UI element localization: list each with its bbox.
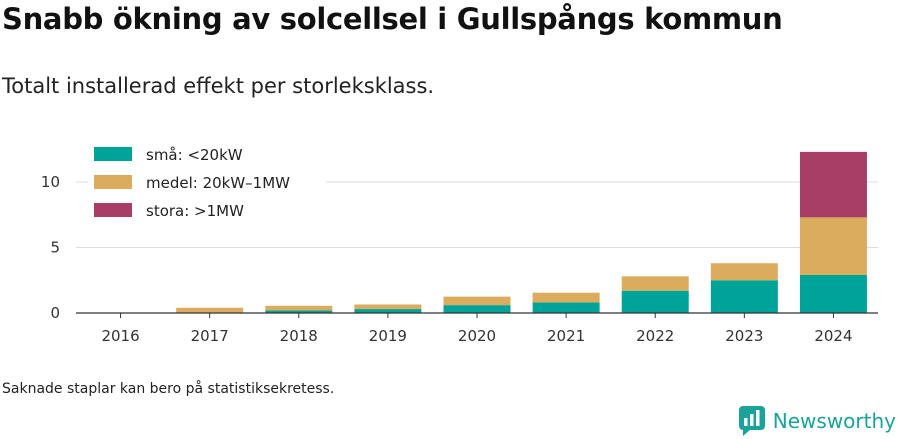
bar-segment <box>532 302 600 313</box>
legend-swatch <box>94 203 132 217</box>
x-tick-label: 2022 <box>636 327 674 345</box>
y-tick-label: 0 <box>50 304 60 322</box>
legend: små: <20kW medel: 20kW–1MW stora: >1MW <box>88 141 326 227</box>
x-tick-label: 2020 <box>458 327 496 345</box>
x-tick-label: 2023 <box>725 327 763 345</box>
chart-title: Snabb ökning av solcellsel i Gullspångs … <box>2 2 783 36</box>
legend-label: små: <20kW <box>146 146 243 164</box>
bar-segment <box>354 309 422 313</box>
bar-segment <box>799 151 867 218</box>
stacked-bar-chart: 0 5 10 2016 2017 2018 2019 2020 2021 2022 2023 2024… <box>40 141 878 345</box>
bar-segment <box>265 310 333 313</box>
legend-swatch <box>94 147 132 161</box>
newsworthy-logo-icon <box>738 406 765 436</box>
bar-segment <box>799 275 867 313</box>
footnote: Saknade staplar kan bero på statistiksek… <box>2 381 335 397</box>
x-tick-label: 2016 <box>101 327 139 345</box>
bar-segment <box>799 217 867 276</box>
x-tick-label: 2019 <box>369 327 407 345</box>
bar-segment <box>443 296 511 306</box>
brand-name: Newsworthy <box>772 409 896 433</box>
bar-segment <box>710 280 778 313</box>
bar-segment <box>443 305 511 313</box>
legend-label: stora: >1MW <box>146 202 244 220</box>
chart-subtitle: Totalt installerad effekt per storlekskl… <box>2 74 435 98</box>
bars <box>176 151 867 313</box>
x-tick-label: 2024 <box>814 327 852 345</box>
brand-logo: Newsworthy <box>738 406 896 436</box>
legend-swatch <box>94 175 132 189</box>
bar-segment <box>354 304 422 310</box>
legend-label: medel: 20kW–1MW <box>146 174 290 192</box>
bar-segment <box>621 276 689 291</box>
x-tick-label: 2017 <box>191 327 229 345</box>
bar-segment <box>176 307 244 313</box>
bar-segment <box>621 290 689 313</box>
bar-segment <box>710 263 778 281</box>
y-tick-label: 5 <box>50 239 60 257</box>
y-tick-label: 10 <box>41 173 60 191</box>
bar-segment <box>532 292 600 303</box>
axis-labels: 0 5 10 2016 2017 2018 2019 2020 2021 2022 2023 2024 <box>41 173 853 345</box>
x-tick-label: 2018 <box>280 327 318 345</box>
bar-segment <box>265 305 333 311</box>
x-tick-label: 2021 <box>547 327 585 345</box>
